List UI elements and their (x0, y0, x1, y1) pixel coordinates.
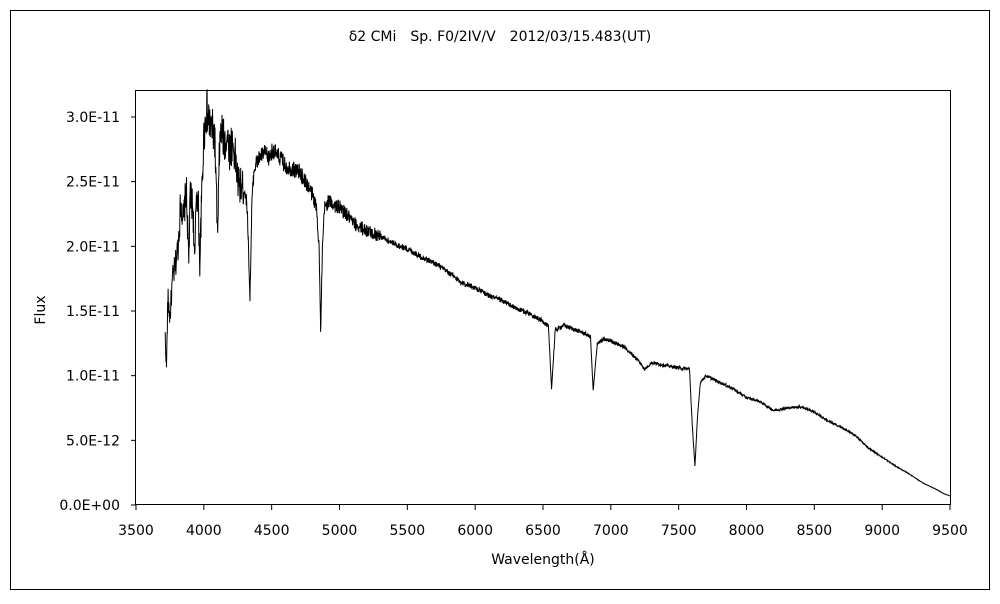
y-tick-label: 5.0E-12 (66, 433, 120, 449)
x-tick-label: 5000 (322, 523, 358, 539)
spectrum-line (164, 88, 951, 497)
x-tick-label: 6500 (525, 523, 561, 539)
x-tick-label: 4500 (254, 523, 290, 539)
x-axis-label: Wavelength(Å) (491, 551, 595, 568)
x-tick-label: 4000 (186, 523, 222, 539)
plot-area (135, 90, 951, 505)
x-tick-label: 9000 (864, 523, 900, 539)
x-tick-label: 7500 (661, 523, 697, 539)
y-tick-label: 1.5E-11 (66, 304, 120, 320)
x-tick-label: 7000 (593, 523, 629, 539)
x-tick-label: 8500 (797, 523, 833, 539)
y-tick-label: 0.0E+00 (59, 498, 120, 514)
y-tick-label: 2.5E-11 (66, 175, 120, 191)
x-tick-label: 5500 (390, 523, 426, 539)
y-tick-label: 1.0E-11 (66, 369, 120, 385)
x-tick-label: 3500 (118, 523, 154, 539)
x-tick-label: 9500 (932, 523, 968, 539)
x-axis-ticks: 3500 4000 4500 5000 5500 6000 6500 7000 7500 8000… (118, 505, 968, 539)
chart-title: δ2 CMi Sp. F0/2IV/V 2012/03/15.483(UT) (349, 29, 652, 45)
y-tick-label: 3.0E-11 (66, 110, 120, 126)
series-group (164, 88, 951, 497)
y-tick-label: 2.0E-11 (66, 239, 120, 255)
x-tick-label: 8000 (729, 523, 765, 539)
y-axis-ticks: 0.0E+00 5.0E-12 1.0E-11 1.5E-11 2.0E-11 2.5E-… (59, 110, 136, 514)
y-axis-label: Flux (33, 295, 49, 324)
x-tick-label: 6000 (457, 523, 493, 539)
